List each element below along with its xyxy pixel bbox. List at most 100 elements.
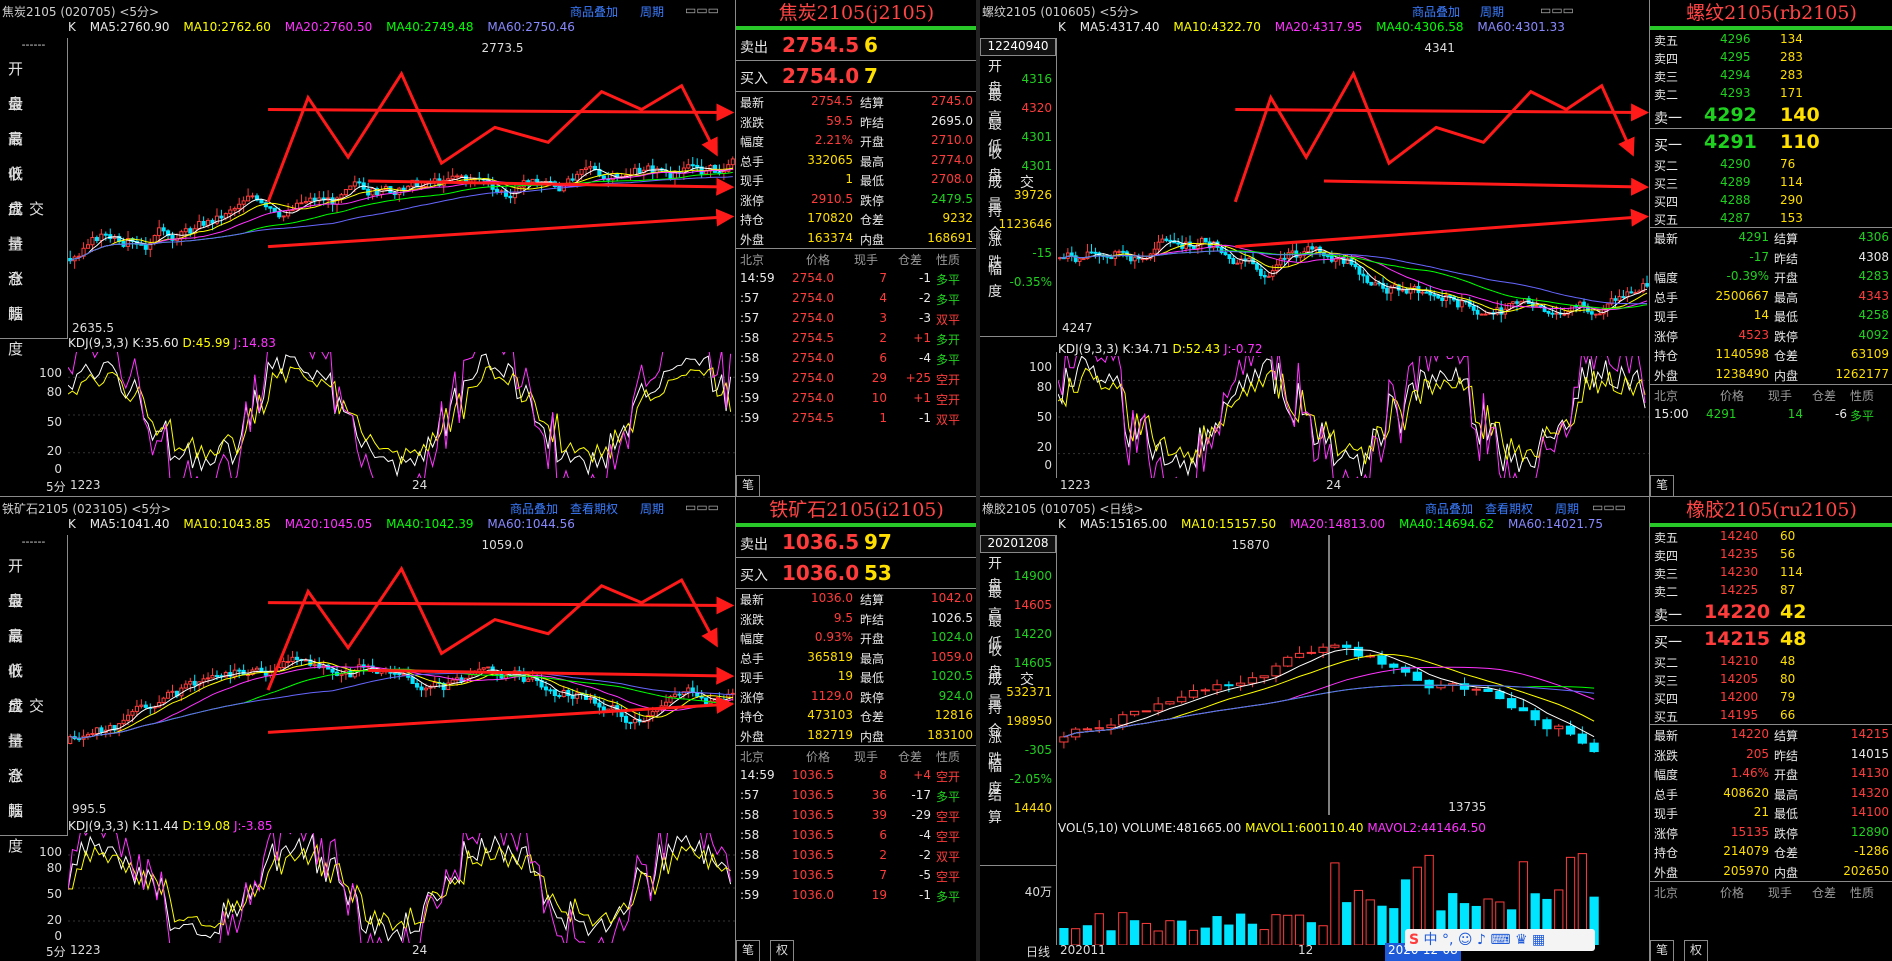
- tab-trades[interactable]: 笔: [1650, 475, 1674, 496]
- volume-chart[interactable]: [1058, 837, 1600, 945]
- order-book-level[interactable]: 卖三 4294 283: [1654, 68, 1803, 84]
- order-book-level[interactable]: 卖五 4296 134: [1654, 32, 1803, 48]
- candle-body: [259, 199, 264, 204]
- order-book-level[interactable]: 卖四 14235 56: [1654, 547, 1796, 563]
- chart-panel-rebar[interactable]: 螺纹2105 (010605) <5分> 商品叠加 周期 ▭▭▭ K MA5:4…: [980, 0, 1649, 496]
- tick-row[interactable]: :59 2754.5 1 -1 双平: [740, 411, 961, 427]
- tab-trades[interactable]: 笔: [736, 940, 760, 961]
- ime-toolbar[interactable]: S 中 °, ☺ ♪ ⌨ ♛ ▦: [1405, 929, 1595, 951]
- window-controls-icon[interactable]: ▭▭▭: [685, 500, 720, 514]
- quote-stat-row: 总手 365819 最高 1059.0: [740, 649, 973, 666]
- ime-menu-icon[interactable]: ▦: [1532, 932, 1546, 948]
- order-book-level[interactable]: 买二 4290 76: [1654, 157, 1796, 173]
- candle-body: [1152, 248, 1157, 255]
- tick-row[interactable]: :59 1036.0 19 -1 多平: [740, 888, 961, 904]
- period-button[interactable]: 周期: [640, 502, 665, 516]
- order-book-level[interactable]: 买四 4288 290: [1654, 193, 1803, 209]
- tab-options[interactable]: 权: [770, 940, 794, 961]
- kdj-indicator-chart[interactable]: [68, 833, 735, 943]
- ime-punctuation-icon[interactable]: °,: [1442, 932, 1454, 948]
- window-controls-icon[interactable]: ▭▭▭: [685, 3, 720, 17]
- tick-row[interactable]: 14:59 1036.5 8 +4 空开: [740, 768, 961, 784]
- bar-info-value: 198950: [1006, 714, 1052, 728]
- period-button[interactable]: 周期: [1555, 502, 1580, 516]
- tick-row[interactable]: :58 1036.5 6 -4 空平: [740, 828, 961, 844]
- window-controls-icon[interactable]: ▭▭▭: [1592, 500, 1627, 514]
- period-button[interactable]: 周期: [1480, 5, 1505, 19]
- best-ask-row[interactable]: 卖出 2754.5 6: [736, 30, 977, 61]
- tick-row[interactable]: 15:00 4291 14 -6 多平: [1654, 407, 1875, 423]
- overlay-button[interactable]: 商品叠加: [570, 5, 619, 19]
- order-book-level[interactable]: 买三 4289 114: [1654, 175, 1803, 191]
- candle-body: [672, 693, 678, 698]
- period-button[interactable]: 周期: [640, 5, 665, 19]
- candle-body: [446, 178, 451, 181]
- tick-row[interactable]: :57 2754.0 4 -2 多平: [740, 291, 961, 307]
- overlay-button[interactable]: 商品叠加: [510, 502, 559, 516]
- ime-skin-icon[interactable]: ♛: [1515, 932, 1528, 948]
- order-book-level[interactable]: 买五 4287 153: [1654, 211, 1803, 227]
- chart-panel-coke[interactable]: 焦炭2105 (020705) <5分> 商品叠加 周期 ▭▭▭ K MA5:2…: [0, 0, 735, 496]
- best-bid-row[interactable]: 买入 2754.0 7: [736, 61, 977, 92]
- candlestick-chart[interactable]: 15870 13735: [1058, 535, 1600, 815]
- window-controls-icon[interactable]: ▭▭▭: [1540, 3, 1575, 17]
- bar-info-row: 幅 度 -2.05%: [988, 759, 1052, 797]
- tick-row[interactable]: :59 1036.5 7 -5 空平: [740, 868, 961, 884]
- tick-row[interactable]: :58 1036.5 2 -2 双平: [740, 848, 961, 864]
- quote-stat-row: 幅度 0.93% 开盘 1024.0: [740, 630, 973, 646]
- candlestick-chart[interactable]: 4341 4247: [1058, 38, 1649, 336]
- order-book[interactable]: 卖五 14240 60 卖四 14235 56 卖三 14230 114 卖二 14225 87 卖一 1…: [1650, 527, 1892, 725]
- tick-row[interactable]: :59 2754.0 29 +25 空开: [740, 371, 961, 387]
- best-bid-row[interactable]: 买入 1036.0 53: [736, 558, 977, 589]
- tick-row[interactable]: :58 2754.0 6 -4 多平: [740, 351, 961, 367]
- kdj-indicator-chart[interactable]: [1058, 356, 1649, 478]
- chart-panel-iron-ore[interactable]: 铁矿石2105 (023105) <5分> 商品叠加 查看期权 周期 ▭▭▭ K…: [0, 497, 735, 961]
- tab-options[interactable]: 权: [1684, 940, 1708, 961]
- order-book-level[interactable]: 卖一 4292 140: [1654, 104, 1820, 127]
- tick-row[interactable]: 14:59 2754.0 7 -1 多平: [740, 271, 961, 287]
- chart-panel-rubber[interactable]: 橡胶2105 (010705) <日线> 商品叠加 查看期权 周期 ▭▭▭ K …: [980, 497, 1649, 961]
- kdj-indicator-chart[interactable]: [68, 352, 735, 478]
- overlay-button[interactable]: 商品叠加: [1425, 502, 1474, 516]
- kdj-axis: 100 80 50 20 0: [39, 845, 62, 943]
- tick-row[interactable]: :57 2754.0 3 -3 双平: [740, 311, 961, 327]
- best-ask-row[interactable]: 卖出 1036.5 97: [736, 527, 977, 558]
- ime-keyboard-icon[interactable]: ⌨: [1490, 932, 1511, 948]
- volume-bar: [1377, 905, 1387, 945]
- order-book-level[interactable]: 卖四 4295 283: [1654, 50, 1803, 66]
- bar-info-row: 成交量 39726: [988, 175, 1052, 213]
- panel-divider[interactable]: [976, 0, 980, 961]
- candle-body: [1290, 250, 1295, 254]
- overlay-button[interactable]: 商品叠加: [1412, 5, 1461, 19]
- order-book-level[interactable]: 卖五 14240 60: [1654, 529, 1796, 545]
- view-options-button[interactable]: 查看期权: [1485, 502, 1534, 516]
- order-book-level[interactable]: 买四 14200 79: [1654, 690, 1796, 706]
- ime-mic-icon[interactable]: ♪: [1476, 932, 1486, 948]
- order-book-level[interactable]: 卖二 14225 87: [1654, 583, 1796, 599]
- order-book-level[interactable]: 卖三 14230 114: [1654, 565, 1803, 581]
- tab-trades[interactable]: 笔: [736, 475, 760, 496]
- ime-emoji-icon[interactable]: ☺: [1457, 932, 1473, 948]
- tick-row[interactable]: :58 1036.5 39 -29 空平: [740, 808, 961, 824]
- order-book-level[interactable]: 卖一 14220 42: [1654, 601, 1807, 624]
- order-book[interactable]: 卖五 4296 134 卖四 4295 283 卖三 4294 283 卖二 4293 171 卖一 42…: [1650, 30, 1892, 228]
- volume-legend: VOL(5,10) VOLUME:481665.00 MAVOL1:600110…: [1058, 821, 1486, 835]
- candle-body: [1645, 283, 1649, 287]
- order-book-level[interactable]: 买一 4291 110: [1654, 131, 1820, 154]
- candle-body: [1613, 298, 1618, 301]
- candle-body: [294, 656, 300, 660]
- candlestick-chart[interactable]: 2773.5 2635.5: [68, 38, 735, 336]
- order-book-level[interactable]: 买一 14215 48: [1654, 628, 1807, 651]
- order-book-level[interactable]: 买二 14210 48: [1654, 654, 1796, 670]
- tick-row[interactable]: :59 2754.0 10 +1 空开: [740, 391, 961, 407]
- order-book-level[interactable]: 买五 14195 66: [1654, 708, 1796, 724]
- volume-bar: [1589, 896, 1599, 945]
- tick-row[interactable]: :57 1036.5 36 -17 多平: [740, 788, 961, 804]
- order-book-level[interactable]: 卖二 4293 171: [1654, 86, 1803, 102]
- order-book-level[interactable]: 买三 14205 80: [1654, 672, 1796, 688]
- candlestick-chart[interactable]: 1059.0 995.5: [68, 535, 735, 817]
- candle-body: [281, 215, 286, 218]
- view-options-button[interactable]: 查看期权: [570, 502, 619, 516]
- tick-row[interactable]: :58 2754.5 2 +1 多开: [740, 331, 961, 347]
- tab-trades[interactable]: 笔: [1650, 940, 1674, 961]
